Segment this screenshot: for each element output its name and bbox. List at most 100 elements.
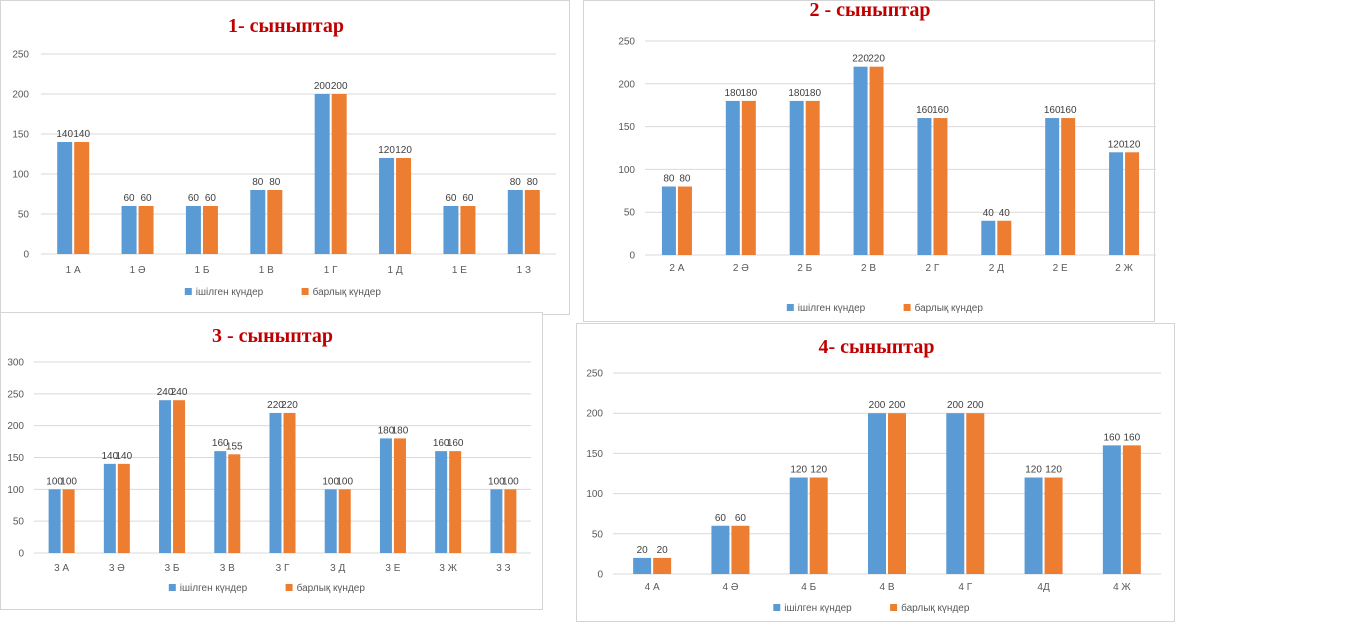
legend-swatch	[786, 304, 794, 311]
bar	[1024, 477, 1043, 574]
y-tick-label: 150	[12, 130, 29, 141]
bar	[1102, 445, 1121, 574]
x-tick-label: 1 Б	[194, 265, 209, 276]
bar	[741, 100, 756, 255]
data-label: 160	[212, 438, 229, 449]
x-tick-label: 3 А	[54, 563, 69, 574]
x-tick-label: 4 Ж	[1113, 582, 1131, 593]
x-tick-label: 2 В	[861, 263, 876, 274]
bar	[103, 463, 116, 553]
data-label: 60	[141, 193, 153, 204]
data-label: 180	[788, 88, 805, 99]
bar	[331, 94, 347, 254]
legend-swatch	[903, 304, 911, 311]
data-label: 160	[916, 105, 933, 116]
data-label: 100	[502, 476, 519, 487]
data-label: 120	[1124, 139, 1141, 150]
data-label: 100	[488, 476, 505, 487]
legend-swatch	[184, 288, 192, 295]
legend-swatch	[168, 584, 176, 591]
data-label: 120	[810, 465, 827, 476]
legend-label: барлық күндер	[313, 286, 382, 298]
data-label: 180	[392, 425, 409, 436]
x-tick-label: 3 З	[496, 563, 510, 574]
bar	[946, 413, 965, 574]
data-label: 100	[60, 476, 77, 487]
bar	[504, 489, 517, 553]
data-label: 200	[331, 81, 348, 92]
bar	[338, 489, 351, 553]
bar	[1044, 477, 1063, 574]
bar	[250, 190, 266, 254]
data-label: 240	[171, 387, 188, 398]
data-label: 240	[157, 387, 174, 398]
data-label: 160	[1060, 105, 1077, 116]
legend-swatch	[773, 604, 781, 611]
bar	[396, 158, 412, 254]
chart-svg: 1- сыныптар 0 50 100 150 200 250 140 140 1 А 60 60 1…	[12, 15, 556, 298]
data-label: 180	[804, 88, 821, 99]
x-tick-label: 1 З	[517, 265, 531, 276]
x-tick-label: 3 Д	[330, 563, 345, 574]
data-label: 100	[336, 476, 353, 487]
bar	[711, 525, 730, 574]
x-tick-label: 1 А	[66, 265, 81, 276]
bar	[443, 206, 459, 254]
x-tick-label: 2 Б	[797, 263, 812, 274]
y-tick-label: 250	[7, 389, 24, 400]
bar	[159, 400, 172, 553]
legend-swatch	[285, 584, 293, 591]
chart-title: 1- сыныптар	[228, 15, 344, 37]
bar	[917, 118, 932, 255]
y-tick-label: 150	[618, 122, 635, 133]
chart-panel-grade-4: 4- сыныптар 0 50 100 150 200 250 20 20 4 А 60 60 4 Ә…	[576, 323, 1175, 622]
bar	[379, 438, 392, 553]
y-tick-label: 50	[592, 529, 604, 540]
data-label: 60	[735, 513, 747, 524]
bar	[228, 454, 241, 553]
bar	[173, 400, 186, 553]
x-tick-label: 1 В	[259, 265, 274, 276]
y-tick-label: 100	[618, 165, 635, 176]
data-label: 80	[527, 177, 539, 188]
data-label: 200	[967, 400, 984, 411]
y-tick-label: 0	[23, 250, 29, 261]
y-tick-label: 250	[12, 50, 29, 61]
data-label: 20	[637, 545, 649, 556]
bar	[121, 206, 137, 254]
x-tick-label: 3 Б	[165, 563, 180, 574]
bar	[283, 412, 296, 553]
data-label: 120	[1025, 465, 1042, 476]
y-tick-label: 100	[586, 489, 603, 500]
x-tick-label: 4 В	[879, 582, 894, 593]
data-label: 180	[378, 425, 395, 436]
chart-title: 4- сыныптар	[818, 336, 934, 358]
x-tick-label: 1 Д	[388, 265, 403, 276]
x-tick-label: 2 Ә	[733, 263, 749, 274]
y-tick-label: 150	[586, 449, 603, 460]
legend-swatch	[301, 288, 309, 295]
x-tick-label: 4 Б	[801, 582, 816, 593]
data-label: 100	[46, 476, 63, 487]
bar	[524, 190, 540, 254]
chart-svg: 4- сыныптар 0 50 100 150 200 250 20 20 4 А 60 60 4 Ә…	[586, 336, 1161, 614]
x-tick-label: 1 Г	[324, 265, 338, 276]
data-label: 100	[322, 476, 339, 487]
bar	[725, 100, 740, 255]
y-tick-label: 0	[629, 251, 635, 262]
x-tick-label: 2 Ж	[1115, 263, 1133, 274]
bar	[997, 220, 1012, 255]
x-tick-label: 2 Е	[1053, 263, 1068, 274]
y-tick-label: 200	[12, 90, 29, 101]
data-label: 160	[932, 105, 949, 116]
data-label: 140	[115, 451, 132, 462]
data-label: 200	[889, 400, 906, 411]
y-tick-label: 0	[597, 570, 603, 581]
data-label: 80	[252, 177, 264, 188]
x-tick-label: 2 Г	[926, 263, 940, 274]
data-label: 200	[314, 81, 331, 92]
bar	[269, 412, 282, 553]
data-label: 200	[947, 400, 964, 411]
x-tick-label: 4 Ә	[722, 582, 738, 593]
